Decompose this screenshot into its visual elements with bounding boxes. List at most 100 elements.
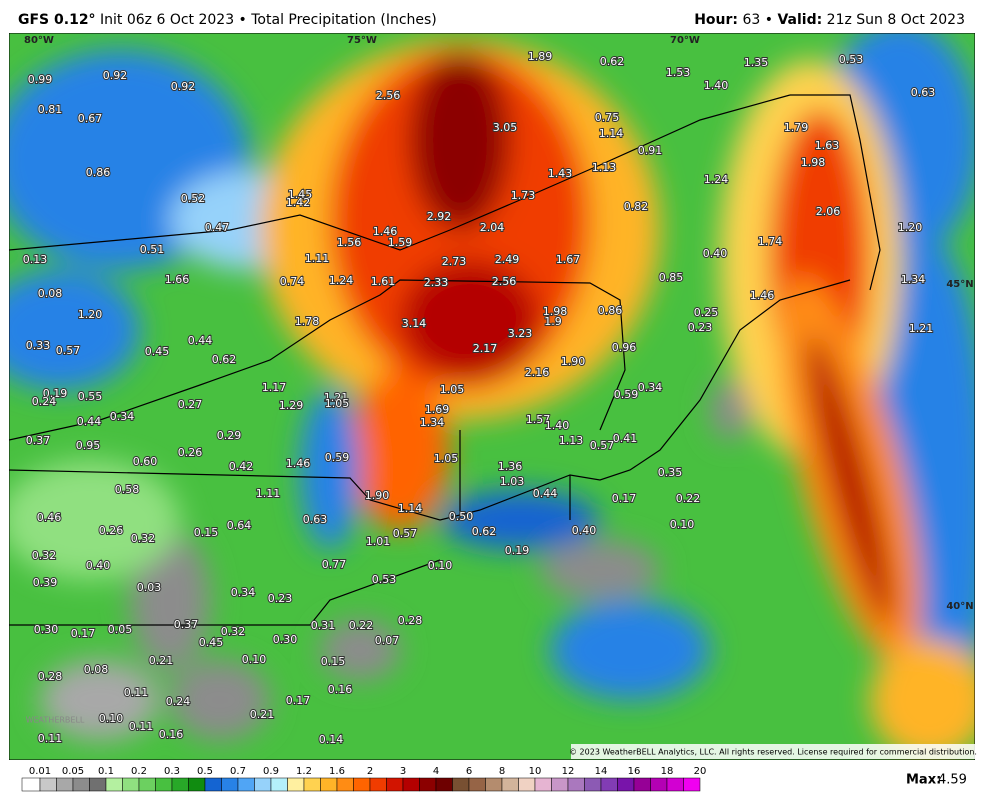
map-value: 0.59 (614, 388, 639, 401)
legend-label: 12 (562, 766, 575, 777)
legend-swatch (683, 777, 701, 792)
map-value: 0.63 (911, 86, 936, 99)
map-value: 0.24 (32, 395, 57, 408)
map-value: 1.63 (815, 139, 840, 152)
map-value: 0.53 (372, 573, 397, 586)
map-value: 0.82 (624, 200, 649, 213)
map-value: 1.20 (898, 221, 923, 234)
map-value: 0.30 (273, 633, 298, 646)
map-value: 0.17 (71, 627, 96, 640)
legend-label: 0.7 (230, 766, 246, 777)
legend-swatch (155, 777, 173, 792)
map-value: 0.28 (398, 614, 423, 627)
legend-swatch (237, 777, 255, 792)
map-value: 1.89 (528, 50, 553, 63)
map-value: 0.67 (78, 112, 103, 125)
map-value: 1.78 (295, 315, 320, 328)
legend-swatch (204, 777, 222, 792)
map-value: 2.06 (816, 205, 841, 218)
map-value: 0.42 (229, 460, 254, 473)
map-value: 1.90 (365, 489, 390, 502)
legend-swatch (369, 777, 387, 792)
legend-swatch (633, 777, 651, 792)
legend-swatch (254, 777, 272, 792)
map-value: 1.13 (559, 434, 584, 447)
legend-label: 16 (628, 766, 641, 777)
map-value: 1.17 (262, 381, 287, 394)
map-value: 0.29 (217, 429, 242, 442)
map-value: 1.40 (545, 419, 570, 432)
map-value: 0.22 (349, 619, 374, 632)
map-value: 1.21 (324, 391, 349, 404)
map-value: 1.42 (286, 196, 311, 209)
map-value: 2.92 (427, 210, 452, 223)
legend-swatch (122, 777, 140, 792)
logo: WEATHERBELL (26, 716, 85, 725)
map-value: 0.11 (38, 732, 63, 745)
map-value: 1.05 (434, 452, 459, 465)
map-value: 1.11 (305, 252, 330, 265)
map-value: 0.35 (658, 466, 683, 479)
legend-swatch (584, 777, 602, 792)
max-value: 4.59 (938, 773, 967, 788)
map-value: 0.51 (140, 243, 165, 256)
legend-swatch (419, 777, 437, 792)
map-value: 0.11 (124, 686, 149, 699)
legend-swatch (287, 777, 305, 792)
map-value: 0.60 (133, 455, 158, 468)
map-value: 2.04 (480, 221, 505, 234)
map-value: 1.34 (901, 273, 926, 286)
map-value: 1.9 (544, 315, 562, 328)
legend-swatch (468, 777, 486, 792)
copyright-bg (571, 744, 975, 759)
map-value: 0.28 (38, 670, 63, 683)
map-value: 0.24 (166, 695, 191, 708)
map-value: 0.53 (839, 53, 864, 66)
legend-swatch (89, 777, 107, 792)
map-value: 1.43 (548, 167, 573, 180)
map-value: 1.14 (599, 127, 624, 140)
map-value: 2.56 (492, 275, 517, 288)
map-value: 0.32 (221, 625, 246, 638)
map-value: 1.74 (758, 235, 783, 248)
map-value: 0.21 (250, 708, 275, 721)
legend-label: 8 (499, 766, 505, 777)
legend-swatch (551, 777, 569, 792)
legend-swatch (105, 777, 123, 792)
map-value: 0.40 (572, 524, 597, 537)
header-left: GFS 0.12° Init 06z 6 Oct 2023 • Total Pr… (18, 12, 437, 28)
legend-label: 0.9 (263, 766, 279, 777)
map-value: 0.08 (38, 287, 63, 300)
map-value: 0.37 (174, 618, 199, 631)
map-value: 0.45 (199, 636, 224, 649)
map-value: 0.50 (449, 510, 474, 523)
map-value: 0.16 (159, 728, 184, 741)
map-value: 0.44 (188, 334, 213, 347)
map-value: 2.17 (473, 342, 498, 355)
map-value: 2.33 (424, 276, 449, 289)
map-value: 0.64 (227, 519, 252, 532)
map-value: 1.90 (561, 355, 586, 368)
legend-label: 0.01 (29, 766, 51, 777)
map-value: 0.34 (110, 410, 135, 423)
grid-label: 40°N (946, 601, 973, 612)
map-value: 0.40 (86, 559, 111, 572)
map-value: 1.98 (801, 156, 826, 169)
map-value: 0.13 (23, 253, 48, 266)
map-value: 1.40 (704, 79, 729, 92)
map-value: 0.23 (688, 321, 713, 334)
legend-label: 20 (694, 766, 707, 777)
map-value: 0.34 (638, 381, 663, 394)
map-value: 0.44 (533, 487, 558, 500)
legend-swatch (56, 777, 74, 792)
legend-label: 0.3 (164, 766, 180, 777)
map-value: 0.92 (171, 80, 196, 93)
legend-swatch (336, 777, 354, 792)
map-value: 1.29 (279, 399, 304, 412)
map-value: 0.10 (670, 518, 695, 531)
legend-swatch (617, 777, 635, 792)
map-value: 1.11 (256, 487, 281, 500)
max-label: Max: (906, 773, 941, 788)
legend-label: 2 (367, 766, 373, 777)
legend-swatch (666, 777, 684, 792)
